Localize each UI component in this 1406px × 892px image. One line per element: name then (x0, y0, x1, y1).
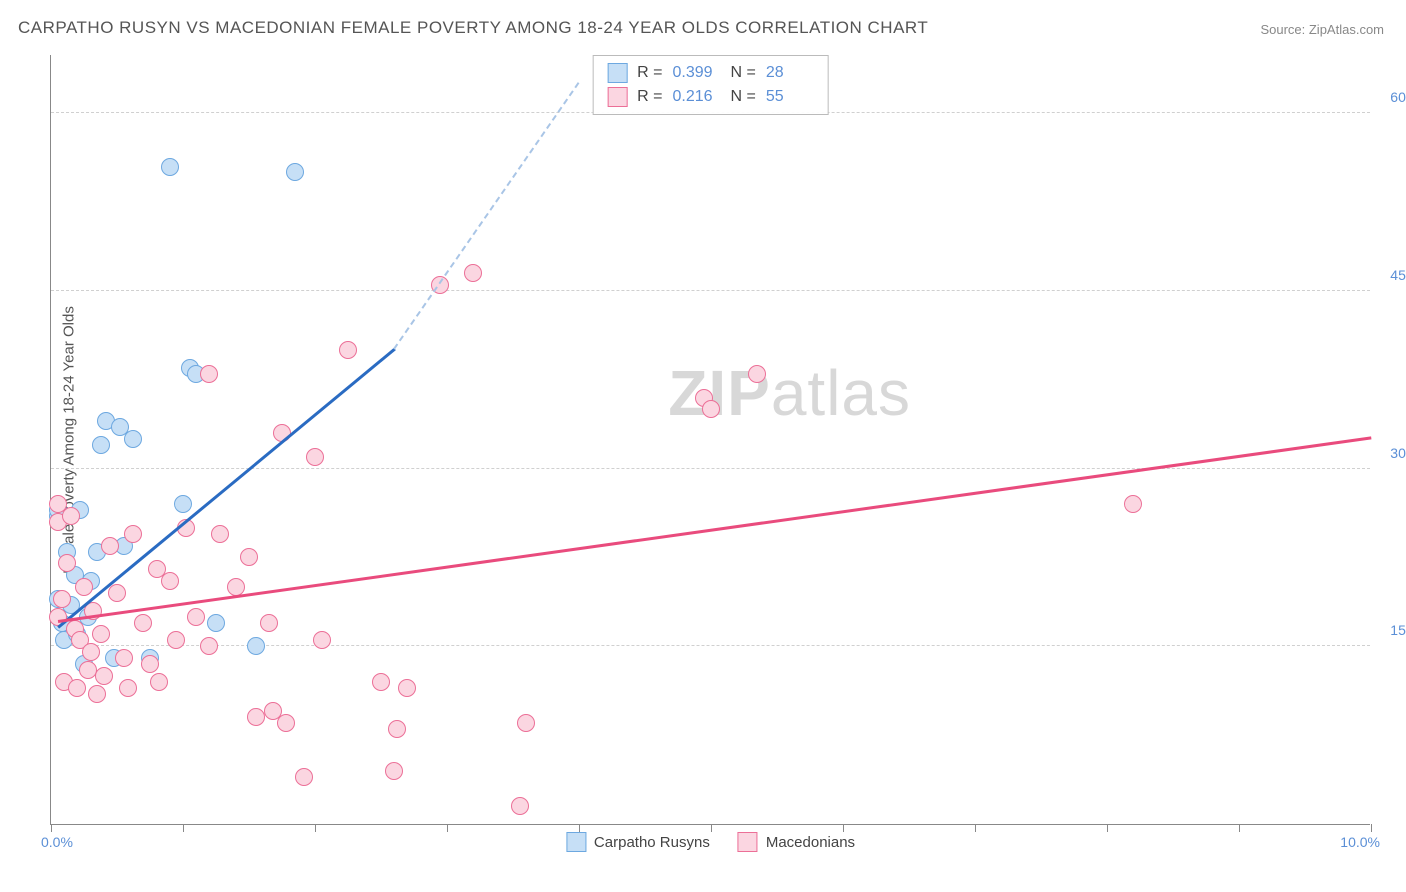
x-tick (51, 824, 52, 832)
source-label: Source: ZipAtlas.com (1260, 22, 1384, 37)
stats-row-series-1: R = 0.216 N = 55 (607, 85, 814, 109)
data-point-series-1 (101, 537, 119, 555)
data-point-series-1 (295, 768, 313, 786)
data-point-series-1 (385, 762, 403, 780)
data-point-series-1 (88, 685, 106, 703)
data-point-series-1 (240, 548, 258, 566)
legend-swatch-0 (566, 832, 586, 852)
data-point-series-1 (748, 365, 766, 383)
data-point-series-1 (464, 264, 482, 282)
data-point-series-1 (511, 797, 529, 815)
x-tick (447, 824, 448, 832)
legend-label-1: Macedonians (766, 834, 855, 851)
data-point-series-0 (286, 163, 304, 181)
data-point-series-0 (92, 436, 110, 454)
data-point-series-1 (372, 673, 390, 691)
x-tick (183, 824, 184, 832)
data-point-series-1 (53, 590, 71, 608)
x-tick (315, 824, 316, 832)
n-label: N = (731, 64, 756, 82)
trendline-dash (393, 82, 579, 350)
y-tick-label: 45.0% (1375, 267, 1406, 283)
data-point-series-0 (174, 495, 192, 513)
bottom-legend: Carpatho Rusyns Macedonians (566, 832, 855, 852)
legend-item-1: Macedonians (738, 832, 855, 852)
y-axis-title: Female Poverty Among 18-24 Year Olds (61, 306, 78, 574)
data-point-series-1 (167, 631, 185, 649)
data-point-series-1 (313, 631, 331, 649)
r-value-0: 0.399 (673, 64, 721, 82)
data-point-series-1 (211, 525, 229, 543)
x-tick (579, 824, 580, 832)
data-point-series-1 (247, 708, 265, 726)
data-point-series-0 (124, 430, 142, 448)
plot-area: Female Poverty Among 18-24 Year Olds ZIP… (50, 55, 1370, 825)
r-label: R = (637, 64, 662, 82)
stats-box: R = 0.399 N = 28 R = 0.216 N = 55 (592, 55, 829, 115)
data-point-series-1 (200, 365, 218, 383)
x-label-min: 0.0% (41, 834, 73, 850)
data-point-series-1 (306, 448, 324, 466)
data-point-series-1 (115, 649, 133, 667)
r-value-1: 0.216 (673, 88, 721, 106)
watermark-atlas: atlas (771, 357, 911, 429)
data-point-series-1 (200, 637, 218, 655)
data-point-series-1 (150, 673, 168, 691)
data-point-series-1 (702, 400, 720, 418)
data-point-series-1 (62, 507, 80, 525)
data-point-series-1 (161, 572, 179, 590)
data-point-series-1 (58, 554, 76, 572)
data-point-series-1 (517, 714, 535, 732)
data-point-series-1 (1124, 495, 1142, 513)
x-tick (1239, 824, 1240, 832)
gridline-h (51, 290, 1370, 291)
data-point-series-1 (124, 525, 142, 543)
swatch-series-0 (607, 63, 627, 83)
data-point-series-1 (92, 625, 110, 643)
data-point-series-1 (75, 578, 93, 596)
n-value-0: 28 (766, 64, 814, 82)
legend-swatch-1 (738, 832, 758, 852)
legend-item-0: Carpatho Rusyns (566, 832, 710, 852)
data-point-series-0 (207, 614, 225, 632)
data-point-series-1 (187, 608, 205, 626)
y-tick-label: 30.0% (1375, 445, 1406, 461)
chart-title: CARPATHO RUSYN VS MACEDONIAN FEMALE POVE… (18, 18, 928, 38)
data-point-series-1 (134, 614, 152, 632)
data-point-series-1 (68, 679, 86, 697)
data-point-series-0 (247, 637, 265, 655)
y-tick-label: 15.0% (1375, 622, 1406, 638)
data-point-series-1 (108, 584, 126, 602)
data-point-series-1 (82, 643, 100, 661)
data-point-series-1 (95, 667, 113, 685)
n-value-1: 55 (766, 88, 814, 106)
stats-row-series-0: R = 0.399 N = 28 (607, 61, 814, 85)
x-tick (711, 824, 712, 832)
data-point-series-1 (388, 720, 406, 738)
data-point-series-1 (339, 341, 357, 359)
x-tick (975, 824, 976, 832)
x-tick (1371, 824, 1372, 832)
r-label: R = (637, 88, 662, 106)
y-tick-label: 60.0% (1375, 89, 1406, 105)
legend-label-0: Carpatho Rusyns (594, 834, 710, 851)
data-point-series-0 (161, 158, 179, 176)
data-point-series-1 (277, 714, 295, 732)
x-label-max: 10.0% (1340, 834, 1380, 850)
x-tick (1107, 824, 1108, 832)
data-point-series-1 (119, 679, 137, 697)
data-point-series-1 (260, 614, 278, 632)
swatch-series-1 (607, 87, 627, 107)
data-point-series-1 (398, 679, 416, 697)
n-label: N = (731, 88, 756, 106)
data-point-series-1 (141, 655, 159, 673)
x-tick (843, 824, 844, 832)
